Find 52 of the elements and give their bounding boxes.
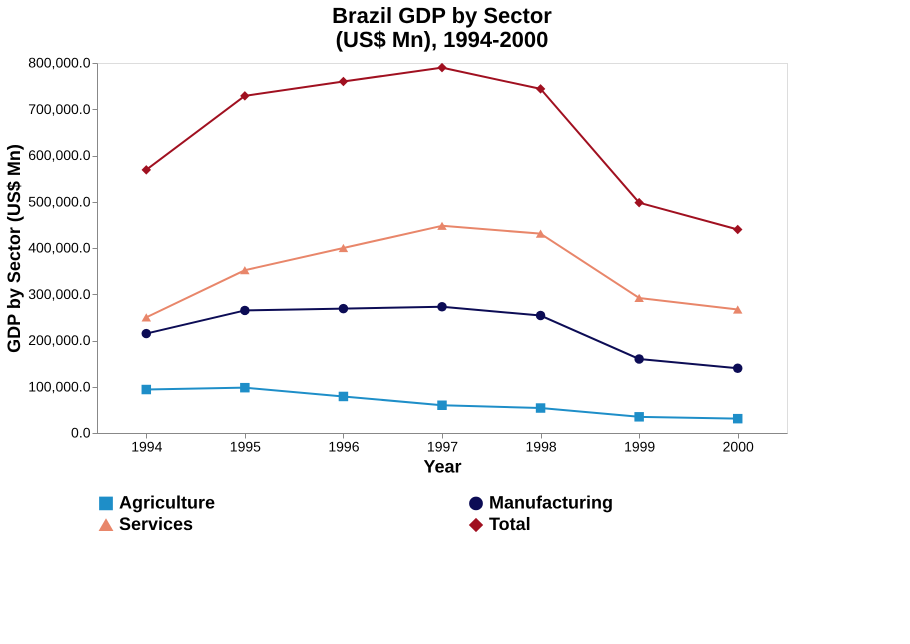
text: (US$ Mn), 1994-2000 (336, 27, 548, 52)
x-tick-label: 1999 (624, 438, 656, 454)
point (338, 76, 348, 86)
y-axis-title: GDP by Sector (US$ Mn) (4, 144, 24, 353)
point (240, 306, 250, 316)
x-tick-label: 1997 (426, 438, 458, 454)
point (732, 414, 742, 424)
point (634, 294, 644, 302)
x-axis-title: Year (423, 456, 462, 476)
y-tick-label: 800,000.0 (28, 54, 91, 70)
legend-label: Manufacturing (489, 492, 613, 512)
point (240, 382, 250, 392)
point (634, 412, 644, 422)
point (536, 403, 546, 413)
legend-label: Services (119, 514, 194, 534)
point (142, 328, 152, 338)
y-tick-label: 400,000.0 (28, 240, 91, 256)
point (634, 354, 644, 364)
y-tick-label: 600,000.0 (28, 147, 91, 163)
y-tick-label: 500,000.0 (28, 193, 91, 210)
point (536, 310, 546, 320)
point (142, 165, 152, 175)
point (240, 266, 250, 274)
point (437, 302, 447, 312)
x-tick-label: 1998 (525, 438, 557, 454)
point (142, 313, 152, 322)
y-tick-label: 0.0 (71, 424, 91, 440)
point (338, 304, 348, 314)
point (634, 198, 644, 208)
x-tick-label: 1994 (131, 438, 163, 454)
legend-label: Total (489, 514, 531, 534)
point (732, 364, 742, 373)
point (437, 222, 447, 230)
point (536, 84, 546, 94)
text: Brazil GDP by Sector (332, 3, 552, 28)
point (437, 62, 447, 72)
point (338, 244, 348, 252)
y-tick-label: 100,000.0 (28, 378, 91, 394)
x-tick-label: 2000 (722, 438, 754, 454)
point (437, 400, 447, 410)
point (536, 230, 546, 238)
x-tick-label: 1995 (230, 438, 262, 454)
point (732, 224, 742, 234)
point (240, 91, 250, 101)
point (142, 384, 152, 394)
x-tick-label: 1996 (328, 438, 360, 454)
point (338, 392, 348, 402)
point (732, 305, 742, 314)
y-tick-label: 200,000.0 (28, 332, 91, 348)
legend-label: Agriculture (119, 492, 216, 512)
y-tick-label: 300,000.0 (28, 286, 91, 302)
y-tick-label: 700,000.0 (28, 100, 91, 117)
